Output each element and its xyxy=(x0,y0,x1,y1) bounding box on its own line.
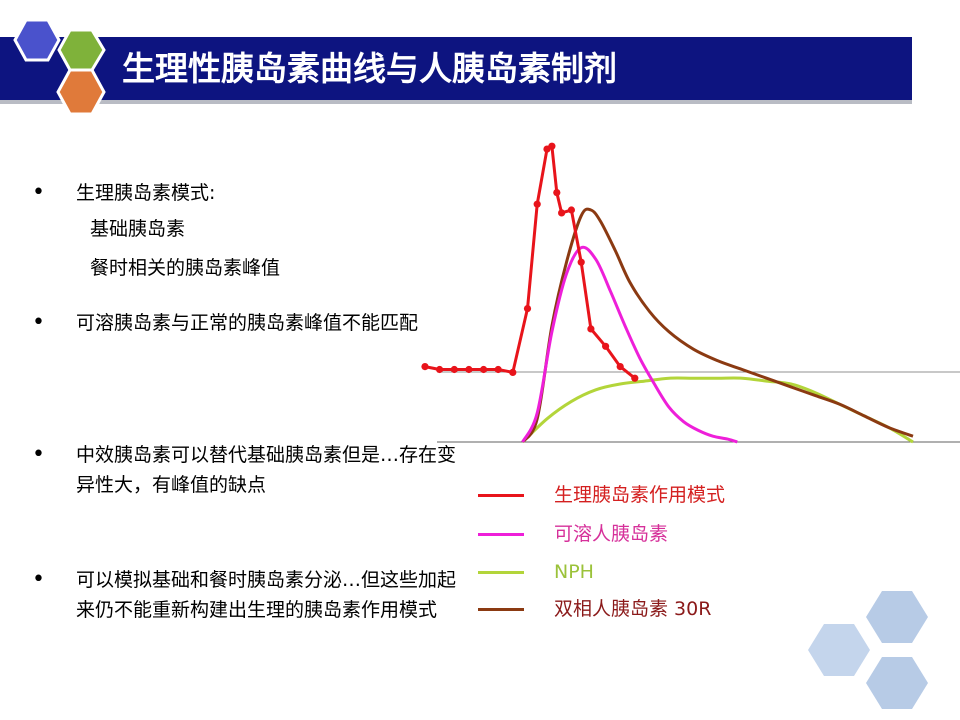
data-point-0-10 xyxy=(548,142,556,150)
hexagon-blue xyxy=(13,18,61,62)
legend-swatch xyxy=(478,494,524,497)
title-bar: 生理性胰岛素曲线与人胰岛素制剂 xyxy=(0,37,912,104)
deco-hexagon xyxy=(866,657,928,709)
hexagon-green xyxy=(57,28,106,72)
bullet-1-sub-2: 餐时相关的胰岛素峰值 xyxy=(90,257,281,279)
hexagon-orange xyxy=(56,68,106,116)
hexagon-logo-icon xyxy=(13,18,106,116)
page-title: 生理性胰岛素曲线与人胰岛素制剂 xyxy=(122,49,617,88)
data-point-0-17 xyxy=(616,363,624,371)
bullet-dot: • xyxy=(32,310,45,335)
bullet-dot: • xyxy=(32,442,45,467)
data-point-0-6 xyxy=(509,368,517,376)
insulin-curve-chart xyxy=(421,142,960,444)
series-line-3 xyxy=(521,207,914,443)
data-point-0-18 xyxy=(631,374,639,382)
bullet-1-sub-1: 基础胰岛素 xyxy=(90,218,186,240)
data-point-0-8 xyxy=(533,200,541,208)
legend-item-nph: NPH xyxy=(478,557,798,587)
data-point-0-2 xyxy=(450,365,458,374)
bullet-1-text: 生理胰岛素模式: xyxy=(76,182,216,204)
data-point-0-13 xyxy=(567,206,575,214)
data-point-0-4 xyxy=(480,365,488,374)
bullet-dot: • xyxy=(32,180,45,205)
data-point-0-5 xyxy=(494,365,502,374)
data-point-0-16 xyxy=(602,342,610,350)
bullet-dot: • xyxy=(32,567,45,592)
legend-swatch xyxy=(478,571,524,574)
data-point-0-0 xyxy=(421,363,429,371)
data-point-0-15 xyxy=(587,325,595,333)
legend-swatch xyxy=(478,608,524,611)
decorative-hexagons-icon xyxy=(808,591,928,709)
legend-label: 生理胰岛素作用模式 xyxy=(554,484,726,506)
data-point-0-1 xyxy=(436,365,444,374)
data-point-0-14 xyxy=(577,258,585,266)
legend-label: 可溶人胰岛素 xyxy=(554,523,669,545)
legend-swatch xyxy=(478,533,524,536)
deco-hexagon xyxy=(808,624,870,676)
legend-item-biphasic: 双相人胰岛素 30R xyxy=(478,594,798,624)
data-point-0-12 xyxy=(558,209,566,217)
bullet-4-text: 可以模拟基础和餐时胰岛素分泌…但这些加起来仍不能重新构建出生理的胰岛素作用模式 xyxy=(76,569,457,621)
bullet-2-text: 可溶胰岛素与正常的胰岛素峰值不能匹配 xyxy=(76,312,419,334)
legend-label: NPH xyxy=(554,561,594,583)
deco-hexagon xyxy=(866,591,928,643)
data-point-0-7 xyxy=(523,305,532,313)
legend-label: 双相人胰岛素 30R xyxy=(554,598,712,620)
legend-item-soluble: 可溶人胰岛素 xyxy=(478,519,798,549)
data-point-0-3 xyxy=(465,365,473,374)
series-line-0 xyxy=(424,144,636,380)
legend-item-physiological: 生理胰岛素作用模式 xyxy=(478,480,798,510)
series-line-1 xyxy=(521,245,738,444)
data-point-0-11 xyxy=(553,189,561,197)
bullet-3-text: 中效胰岛素可以替代基础胰岛素但是…存在变异性大，有峰值的缺点 xyxy=(76,444,457,496)
